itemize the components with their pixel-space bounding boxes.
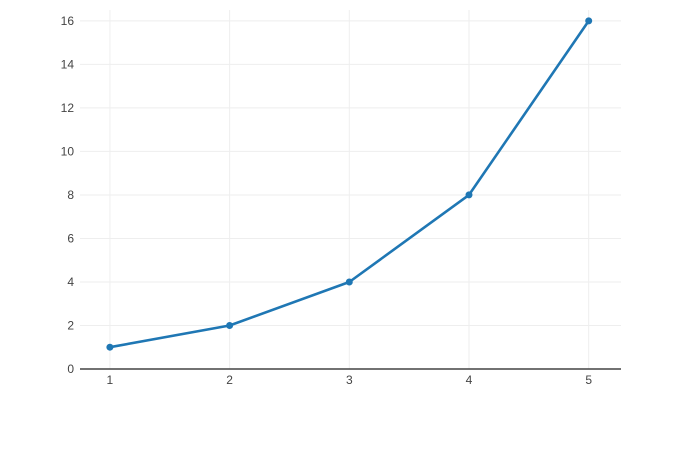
x-tick-label: 2 — [226, 373, 233, 387]
x-tick-label: 3 — [346, 373, 353, 387]
y-tick-label: 0 — [67, 362, 74, 376]
horizontal-gridlines — [80, 20, 621, 326]
y-tick-label: 6 — [67, 232, 74, 246]
y-tick-label: 8 — [67, 188, 74, 202]
vertical-gridlines — [109, 10, 590, 369]
x-axis-tick-labels: 1 2 3 4 5 — [107, 373, 593, 387]
x-tick-label: 4 — [466, 373, 473, 387]
y-tick-label: 12 — [61, 101, 75, 115]
data-point-markers — [106, 17, 593, 351]
y-tick-label: 14 — [61, 57, 75, 71]
y-tick-label: 16 — [61, 14, 75, 28]
data-point — [585, 17, 593, 25]
y-tick-label: 4 — [67, 275, 74, 289]
data-point — [345, 278, 353, 286]
y-tick-label: 10 — [61, 144, 75, 158]
plot-background — [80, 10, 621, 369]
data-point — [106, 343, 114, 351]
x-tick-label: 5 — [585, 373, 592, 387]
data-point — [465, 191, 473, 199]
x-tick-label: 1 — [107, 373, 114, 387]
y-axis-tick-labels: 0 2 4 6 8 10 12 14 16 — [61, 14, 75, 376]
y-tick-label: 2 — [67, 319, 74, 333]
data-point — [226, 322, 234, 329]
